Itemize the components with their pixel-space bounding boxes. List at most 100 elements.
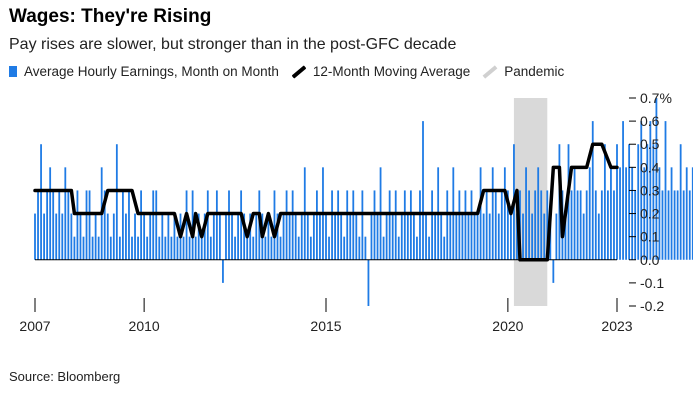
bar xyxy=(270,236,273,260)
chart-source: Source: Bloomberg xyxy=(9,369,121,384)
bar xyxy=(70,213,73,260)
bar xyxy=(688,190,691,260)
bar xyxy=(461,213,464,260)
bar xyxy=(400,213,403,260)
legend-bar-swatch xyxy=(9,66,17,77)
bar xyxy=(37,190,39,260)
x-tick-label: 2020 xyxy=(492,318,523,334)
bar xyxy=(118,236,121,260)
bar xyxy=(73,236,76,260)
bar xyxy=(634,190,637,260)
y-tick-label: 0.0 xyxy=(640,252,660,268)
bar xyxy=(409,190,412,260)
bar xyxy=(525,167,527,260)
bar xyxy=(594,190,597,260)
bar xyxy=(522,213,524,260)
bar xyxy=(228,190,230,260)
bar xyxy=(82,236,85,260)
bar xyxy=(449,213,452,260)
bar xyxy=(667,190,670,260)
bar xyxy=(282,213,285,260)
moving-average-line xyxy=(33,142,619,262)
bar xyxy=(391,213,394,260)
bar xyxy=(243,213,246,260)
bar xyxy=(591,121,594,260)
bar xyxy=(582,213,585,260)
bar xyxy=(106,213,109,260)
bar xyxy=(264,236,267,260)
bar xyxy=(85,190,88,260)
bar xyxy=(58,190,61,260)
moving-average-layer xyxy=(33,142,619,262)
bar xyxy=(349,213,352,260)
bar xyxy=(64,167,67,260)
bar xyxy=(203,213,206,260)
bar xyxy=(255,213,258,260)
bar xyxy=(316,190,318,260)
bar xyxy=(643,167,646,260)
bar xyxy=(188,236,191,260)
y-tick-label: 0.5 xyxy=(640,136,660,152)
bar xyxy=(225,213,227,260)
legend-pandemic-label: Pandemic xyxy=(504,64,565,79)
bar xyxy=(394,190,397,260)
bar xyxy=(331,190,333,260)
bar xyxy=(240,190,243,260)
bar xyxy=(276,213,279,260)
bar xyxy=(652,144,655,260)
bar xyxy=(428,236,430,260)
bar xyxy=(125,213,127,260)
bar xyxy=(152,190,155,260)
bar xyxy=(34,213,36,260)
bar xyxy=(297,236,300,260)
bar xyxy=(67,190,70,260)
bar xyxy=(485,190,488,260)
y-tick-label: -0.2 xyxy=(640,298,664,314)
bar xyxy=(340,213,343,260)
bar xyxy=(385,213,388,260)
bars-layer xyxy=(34,98,693,306)
bar xyxy=(167,213,170,260)
bar xyxy=(146,236,149,260)
bar xyxy=(649,121,652,260)
bar xyxy=(137,236,139,260)
bar xyxy=(555,213,558,260)
y-tick-label: 0.6 xyxy=(640,113,660,129)
bar xyxy=(103,190,106,260)
bar xyxy=(682,190,685,260)
bar xyxy=(691,167,693,260)
bar xyxy=(161,213,164,260)
bar xyxy=(361,190,364,260)
bar xyxy=(346,190,349,260)
bar xyxy=(246,236,249,260)
bar xyxy=(416,236,418,260)
bar xyxy=(458,190,461,260)
bar xyxy=(61,213,64,260)
bar xyxy=(625,167,627,260)
bar xyxy=(294,213,297,260)
bar xyxy=(585,190,588,260)
bar xyxy=(88,190,91,260)
bar xyxy=(419,190,421,260)
bar xyxy=(537,167,540,260)
y-tick-label: 0.7% xyxy=(640,90,672,106)
bar xyxy=(628,144,631,260)
bar xyxy=(91,236,94,260)
x-tick-label: 2023 xyxy=(601,318,632,334)
bar xyxy=(640,121,643,260)
bar xyxy=(546,190,549,260)
bar xyxy=(249,213,252,260)
bar xyxy=(494,190,497,260)
bar xyxy=(312,213,315,260)
bar xyxy=(397,236,400,260)
bar xyxy=(267,213,270,260)
y-tick-label: 0.4 xyxy=(640,159,660,175)
bar xyxy=(222,259,224,283)
bar xyxy=(367,259,370,306)
bar xyxy=(616,144,618,260)
bar xyxy=(655,98,658,260)
bar xyxy=(97,236,100,260)
bar xyxy=(306,213,309,260)
bar xyxy=(673,190,676,260)
bar xyxy=(646,144,649,260)
